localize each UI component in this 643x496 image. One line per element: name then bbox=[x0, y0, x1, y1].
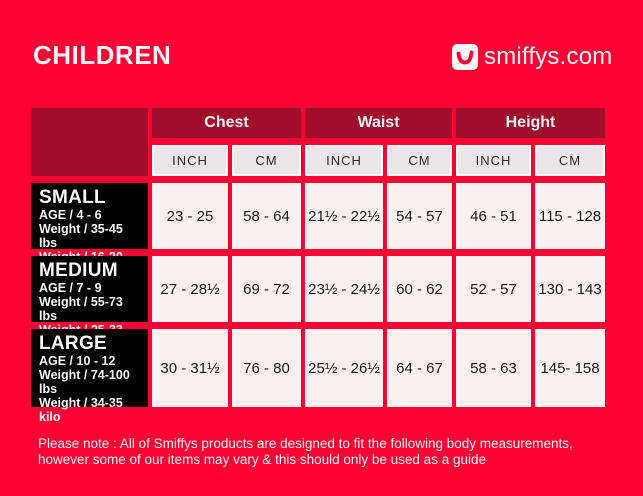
size-name: MEDIUM bbox=[39, 260, 118, 281]
size-weight-kilo: Weight / 34-35 kilo bbox=[39, 396, 123, 424]
logo-text: smiffys.com bbox=[484, 43, 613, 70]
size-weight-lbs: Weight / 35-45 lbs bbox=[39, 222, 123, 250]
table-corner-block bbox=[31, 108, 148, 176]
table-cell-small-chest-inch: 23 - 25 bbox=[152, 183, 228, 249]
table-cell-large-chest-cm: 76 - 80 bbox=[232, 329, 301, 407]
table-cell-small-waist-cm: 54 - 57 bbox=[387, 183, 452, 249]
table-cell-medium-chest-inch: 27 - 28½ bbox=[152, 256, 228, 322]
unit-header-height-inch: INCH bbox=[456, 145, 531, 176]
disclaimer-note: Please note : All of Smiffys products ar… bbox=[38, 436, 613, 467]
size-age: AGE / 4 - 6 bbox=[39, 208, 102, 222]
table-cell-small-waist-inch: 21½ - 22½ bbox=[305, 183, 383, 249]
page-title: CHILDREN bbox=[33, 40, 172, 70]
table-cell-medium-height-cm: 130 - 143 bbox=[535, 256, 605, 322]
row-label-medium: MEDIUM AGE / 7 - 9 Weight / 55-73 lbs We… bbox=[31, 256, 148, 351]
size-age: AGE / 7 - 9 bbox=[39, 281, 102, 295]
row-label-small: SMALL AGE / 4 - 6 Weight / 35-45 lbs Wei… bbox=[31, 183, 148, 278]
table-cell-large-height-inch: 58 - 63 bbox=[456, 329, 531, 407]
smiffys-logo: smiffys.com bbox=[452, 43, 612, 71]
table-cell-large-waist-inch: 25½ - 26½ bbox=[305, 329, 383, 407]
size-weight-lbs: Weight / 74-100 lbs bbox=[39, 368, 130, 396]
unit-header-chest-cm: CM bbox=[232, 145, 301, 176]
unit-header-waist-cm: CM bbox=[387, 145, 452, 176]
row-label-large: LARGE AGE / 10 - 12 Weight / 74-100 lbs … bbox=[31, 329, 148, 424]
size-chart-table: Chest Waist Height INCH CM INCH CM INCH … bbox=[31, 108, 605, 424]
disclaimer-line-2: however some of our items may vary & thi… bbox=[38, 451, 486, 467]
smiffys-smile-icon bbox=[452, 44, 478, 70]
size-age: AGE / 10 - 12 bbox=[39, 354, 116, 368]
table-cell-large-waist-cm: 64 - 67 bbox=[387, 329, 452, 407]
unit-header-chest-inch: INCH bbox=[152, 145, 228, 176]
unit-header-height-cm: CM bbox=[535, 145, 605, 176]
table-cell-medium-waist-inch: 23½ - 24½ bbox=[305, 256, 383, 322]
size-name: SMALL bbox=[39, 187, 106, 208]
table-cell-large-height-cm: 145- 158 bbox=[535, 329, 605, 407]
size-weight-lbs: Weight / 55-73 lbs bbox=[39, 295, 123, 323]
size-name: LARGE bbox=[39, 333, 107, 354]
table-cell-medium-waist-cm: 60 - 62 bbox=[387, 256, 452, 322]
table-cell-small-height-cm: 115 - 128 bbox=[535, 183, 605, 249]
table-cell-large-chest-inch: 30 - 31½ bbox=[152, 329, 228, 407]
column-group-height: Height bbox=[456, 108, 605, 138]
unit-header-waist-inch: INCH bbox=[305, 145, 383, 176]
disclaimer-line-1: Please note : All of Smiffys products ar… bbox=[38, 436, 573, 451]
table-cell-small-chest-cm: 58 - 64 bbox=[232, 183, 301, 249]
table-cell-medium-height-inch: 52 - 57 bbox=[456, 256, 531, 322]
column-group-waist: Waist bbox=[305, 108, 452, 138]
table-cell-small-height-inch: 46 - 51 bbox=[456, 183, 531, 249]
column-group-chest: Chest bbox=[152, 108, 301, 138]
table-cell-medium-chest-cm: 69 - 72 bbox=[232, 256, 301, 322]
